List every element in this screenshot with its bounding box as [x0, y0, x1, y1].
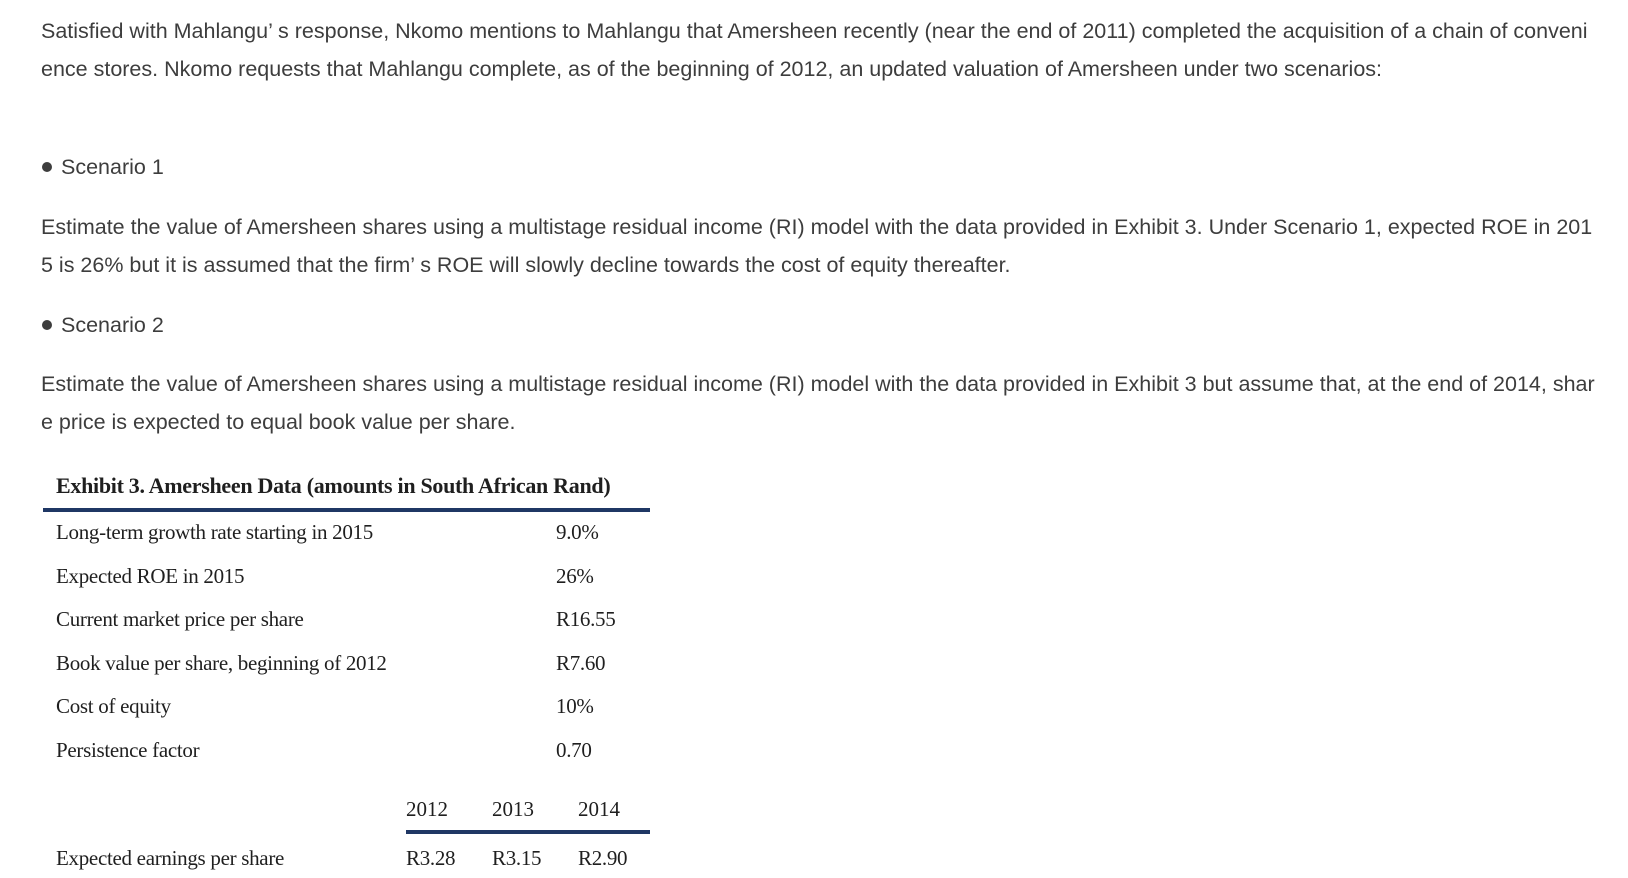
- table-row: Book value per share, beginning of 2012 …: [56, 643, 650, 683]
- row-value: 26%: [556, 564, 594, 588]
- table-row: Long-term growth rate starting in 2015 9…: [56, 512, 650, 552]
- table-row: Current market price per share R16.55: [56, 599, 650, 639]
- row-value: 0.70: [556, 738, 592, 762]
- bullet-icon: [42, 162, 52, 172]
- row-label: Persistence factor: [56, 738, 200, 762]
- table-rule: [43, 508, 650, 512]
- year-rule: [406, 830, 650, 834]
- row-label: Cost of equity: [56, 694, 171, 718]
- exhibit-title: Exhibit 3. Amersheen Data (amounts in So…: [56, 473, 611, 498]
- intro-paragraph: Satisfied with Mahlangu’ s response, Nko…: [41, 19, 1588, 81]
- row-label: Expected ROE in 2015: [56, 564, 245, 588]
- year-2014-header: 2014: [578, 797, 620, 821]
- table-row: Cost of equity 10%: [56, 686, 650, 726]
- row-value: R7.60: [556, 651, 606, 675]
- table-row: Expected ROE in 2015 26%: [56, 556, 650, 596]
- eps-2012-value: R3.28: [406, 846, 456, 870]
- scenario-2-label: Scenario 2: [61, 313, 164, 337]
- year-2013-header: 2013: [492, 797, 534, 821]
- bullet-icon: [42, 320, 52, 330]
- eps-2014-value: R2.90: [578, 846, 628, 870]
- row-value: 10%: [556, 694, 594, 718]
- eps-row: Expected earnings per share R3.28 R3.15 …: [56, 838, 650, 878]
- scenario-2-heading: Scenario 2: [41, 306, 1596, 344]
- row-label: Current market price per share: [56, 607, 304, 631]
- eps-2013-value: R3.15: [492, 846, 542, 870]
- scenario-1-heading: Scenario 1: [41, 148, 1596, 186]
- scenario-1-label: Scenario 1: [61, 155, 164, 179]
- row-value: R16.55: [556, 607, 616, 631]
- scenario-1-text: Estimate the value of Amersheen shares u…: [41, 215, 1593, 277]
- row-value: 9.0%: [556, 520, 599, 544]
- row-label: Book value per share, beginning of 2012: [56, 651, 387, 675]
- scenario-2-text: Estimate the value of Amersheen shares u…: [41, 372, 1595, 434]
- table-row: Persistence factor 0.70: [56, 730, 650, 770]
- eps-label: Expected earnings per share: [56, 846, 285, 870]
- row-label: Long-term growth rate starting in 2015: [56, 520, 373, 544]
- year-2012-header: 2012: [406, 797, 448, 821]
